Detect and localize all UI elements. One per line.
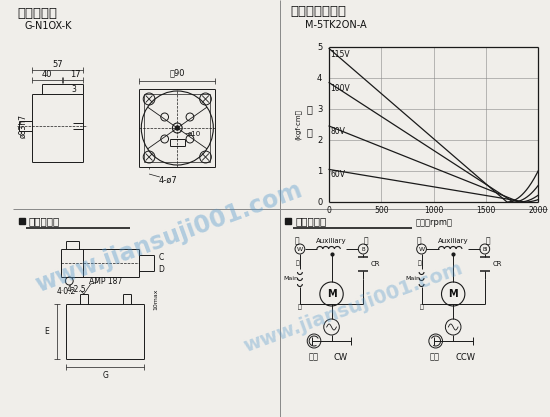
Text: 黒: 黒 [486, 236, 490, 246]
Text: (kgf·cm）: (kgf·cm） [295, 109, 301, 140]
Text: Bl: Bl [482, 246, 487, 251]
Text: 100V: 100V [331, 84, 350, 93]
Text: ø10: ø10 [188, 131, 201, 137]
Text: 5: 5 [317, 43, 322, 52]
Text: D: D [158, 264, 164, 274]
Bar [285, 218, 291, 224]
Text: CR: CR [371, 261, 381, 267]
Text: 115V: 115V [331, 50, 350, 58]
Text: 白: 白 [295, 236, 299, 246]
Text: C: C [158, 253, 163, 261]
Text: E: E [45, 327, 50, 336]
Text: 红: 红 [420, 304, 424, 310]
Text: 电气结线图: 电气结线图 [295, 216, 326, 226]
Text: 矩: 矩 [307, 127, 312, 137]
Text: 黒: 黒 [364, 236, 368, 246]
Text: 17: 17 [70, 70, 80, 78]
Text: CR: CR [493, 261, 502, 267]
Text: www.jiansuji001.com: www.jiansuji001.com [241, 259, 466, 356]
Text: 正转: 正转 [308, 352, 318, 362]
Text: B: B [361, 246, 365, 251]
Text: AMP 187: AMP 187 [89, 277, 122, 286]
Text: 60V: 60V [331, 171, 346, 179]
Text: 10max: 10max [153, 288, 158, 310]
Text: 1: 1 [317, 166, 322, 176]
Text: 电容器规格: 电容器规格 [29, 216, 59, 226]
Circle shape [175, 126, 179, 130]
Text: 1500: 1500 [476, 206, 496, 214]
Text: 1000: 1000 [424, 206, 443, 214]
Text: 80V: 80V [331, 127, 345, 136]
Text: 4-2.5: 4-2.5 [67, 284, 86, 294]
Text: 转矩马达特性图: 转矩马达特性图 [290, 5, 346, 18]
Text: 57: 57 [52, 60, 63, 68]
Text: 転: 転 [307, 104, 312, 114]
Text: 2: 2 [317, 136, 322, 145]
Text: www.jiansuji001.com: www.jiansuji001.com [32, 177, 305, 296]
Text: CCW: CCW [455, 352, 475, 362]
Text: 逆转: 逆转 [430, 352, 440, 362]
Text: 40: 40 [42, 70, 52, 78]
Text: 白: 白 [416, 236, 421, 246]
Text: M: M [448, 289, 458, 299]
Text: Auxiliary: Auxiliary [316, 238, 347, 244]
Text: 0: 0 [317, 198, 322, 206]
Text: M-5TK2ON-A: M-5TK2ON-A [305, 20, 366, 30]
Text: Main: Main [284, 276, 299, 281]
Text: G-N1OX-K: G-N1OX-K [25, 21, 72, 31]
Text: W: W [297, 246, 303, 251]
Text: Main: Main [405, 276, 420, 281]
Text: 红: 红 [296, 260, 300, 266]
Text: M: M [327, 289, 337, 299]
Text: 3: 3 [72, 85, 76, 93]
Text: 4: 4 [317, 73, 322, 83]
Text: 红: 红 [418, 260, 421, 266]
Text: 红: 红 [298, 304, 302, 310]
Text: 3: 3 [317, 105, 322, 113]
Text: 2000: 2000 [529, 206, 548, 214]
Text: W: W [419, 246, 425, 251]
Text: 转速（rpm）: 转速（rpm） [415, 218, 452, 226]
Text: Auxiliary: Auxiliary [438, 238, 469, 244]
Bar [19, 218, 25, 224]
Text: 500: 500 [374, 206, 389, 214]
Text: ø83h7: ø83h7 [18, 114, 27, 138]
Text: CW: CW [333, 352, 348, 362]
Text: G: G [102, 370, 108, 379]
Text: 90: 90 [169, 68, 185, 78]
Text: 4·0.2: 4·0.2 [57, 286, 76, 296]
Text: 中间齿轮箱: 中间齿轮箱 [18, 7, 58, 20]
Text: 4-ø7: 4-ø7 [158, 176, 177, 184]
Text: 0: 0 [327, 206, 332, 214]
